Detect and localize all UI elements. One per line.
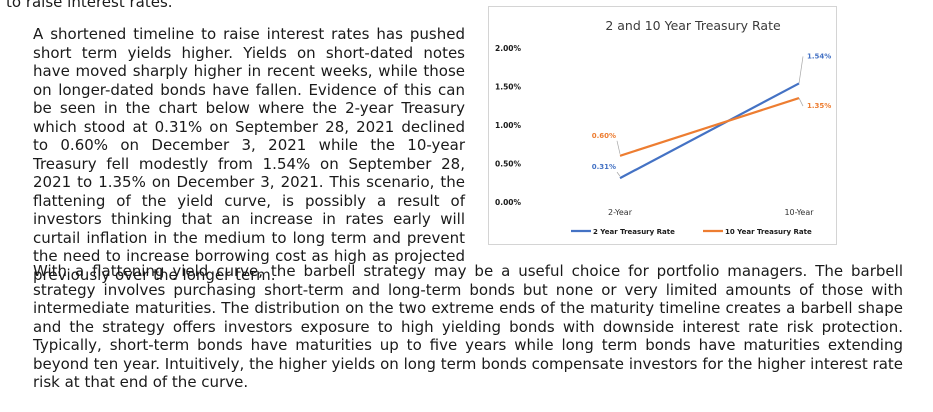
y-tick-label: 1.00%: [495, 121, 522, 130]
data-label: 0.31%: [592, 163, 616, 171]
treasury-rate-chart: 2 and 10 Year Treasury Rate 0.00% 0.50% 1.…: [488, 6, 837, 245]
data-label: 1.54%: [807, 52, 831, 60]
x-axis-categories: 2-Year 10-Year: [608, 208, 814, 217]
legend-entry: 2 Year Treasury Rate: [593, 228, 675, 236]
legend-entry: 10 Year Treasury Rate: [725, 228, 812, 236]
bottom-paragraph: With a flattening yield curve, the barbe…: [33, 262, 903, 391]
x-category-label: 10-Year: [784, 208, 814, 217]
y-axis-ticks: 0.00% 0.50% 1.00% 1.50% 2.00%: [495, 44, 522, 207]
chart-legend: 2 Year Treasury Rate 10 Year Treasury Rat…: [571, 228, 812, 236]
data-label-leader: [616, 140, 621, 154]
data-label: 1.35%: [807, 102, 831, 110]
data-label-leader: [798, 97, 804, 107]
y-tick-label: 0.00%: [495, 198, 522, 207]
y-tick-label: 1.50%: [495, 83, 522, 92]
data-label-leader: [616, 171, 621, 177]
y-tick-label: 0.50%: [495, 160, 522, 169]
x-category-label: 2-Year: [608, 208, 633, 217]
chart-title: 2 and 10 Year Treasury Rate: [605, 18, 781, 33]
top-text-line: to raise interest rates.: [6, 0, 173, 11]
series-layer: 0.31% 1.54% 0.60% 1.35%: [592, 52, 831, 180]
data-label-leader: [798, 56, 804, 84]
series-line: [619, 97, 800, 157]
chart-canvas: 2 and 10 Year Treasury Rate 0.00% 0.50% 1.…: [495, 18, 831, 236]
left-paragraph: A shortened timeline to raise interest r…: [33, 25, 465, 284]
data-label: 0.60%: [592, 132, 616, 140]
series-line: [619, 82, 800, 180]
y-tick-label: 2.00%: [495, 44, 522, 53]
